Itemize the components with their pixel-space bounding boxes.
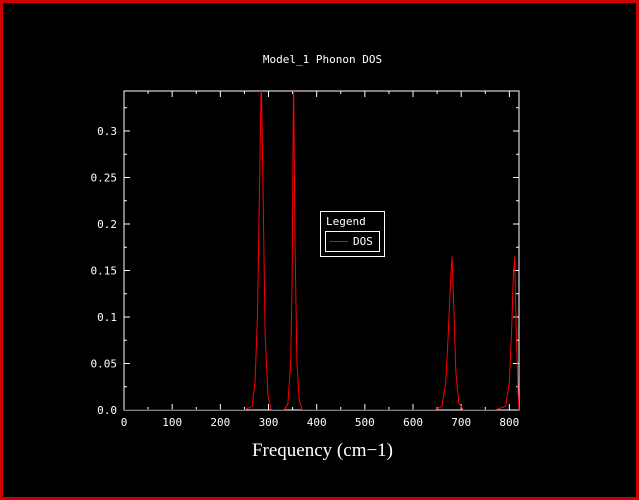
svg-text:0: 0 xyxy=(121,416,128,429)
x-axis-label: Frequency (cm−1) xyxy=(251,440,394,461)
svg-text:0.1: 0.1 xyxy=(97,311,117,324)
svg-text:0.0: 0.0 xyxy=(97,404,117,417)
plot-title: Model_1 Phonon DOS xyxy=(262,53,383,66)
dos-line-sample-icon xyxy=(330,241,348,242)
legend-entry: DOS xyxy=(325,231,380,252)
svg-text:0.3: 0.3 xyxy=(97,125,117,138)
svg-text:0.2: 0.2 xyxy=(97,218,117,231)
svg-text:800: 800 xyxy=(499,416,519,429)
svg-text:700: 700 xyxy=(451,416,471,429)
svg-text:0.05: 0.05 xyxy=(91,357,118,370)
svg-text:500: 500 xyxy=(355,416,375,429)
legend-box: Legend DOS xyxy=(320,211,385,257)
svg-text:0.25: 0.25 xyxy=(91,171,118,184)
svg-text:300: 300 xyxy=(259,416,279,429)
svg-text:600: 600 xyxy=(403,416,423,429)
svg-text:100: 100 xyxy=(162,416,182,429)
legend-title: Legend xyxy=(326,215,366,228)
svg-text:0.15: 0.15 xyxy=(91,264,118,277)
phonon-dos-plot: 0 100 200 300 400 500 600 700 800 0.0 0.05 0.1 0.15 0… xyxy=(91,90,520,429)
svg-text:400: 400 xyxy=(307,416,327,429)
svg-text:200: 200 xyxy=(210,416,230,429)
legend-entry-label: DOS xyxy=(353,235,373,248)
